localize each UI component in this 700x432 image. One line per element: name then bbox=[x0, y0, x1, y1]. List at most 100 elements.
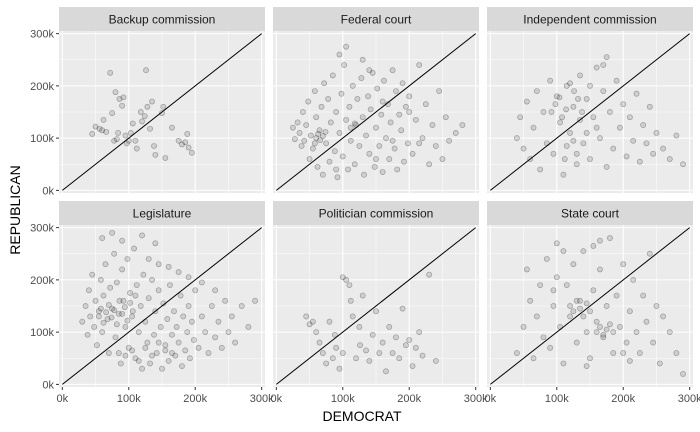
data-point bbox=[570, 137, 577, 144]
data-point bbox=[366, 67, 373, 74]
data-point bbox=[113, 321, 120, 328]
data-point bbox=[412, 116, 419, 123]
data-point bbox=[137, 303, 144, 309]
data-point bbox=[336, 51, 343, 58]
data-point bbox=[583, 300, 590, 307]
data-point bbox=[162, 342, 169, 349]
data-point bbox=[580, 140, 587, 147]
data-point bbox=[316, 127, 323, 134]
x-tick-label: 200k bbox=[397, 393, 421, 405]
data-point bbox=[311, 88, 318, 94]
data-point bbox=[537, 166, 544, 173]
data-point bbox=[533, 313, 540, 320]
data-point bbox=[159, 365, 165, 372]
reference-line bbox=[62, 33, 262, 191]
strip-label: Legislature bbox=[133, 207, 192, 221]
data-point bbox=[303, 122, 310, 128]
panel-legislature: Legislature bbox=[59, 201, 265, 387]
data-point bbox=[307, 132, 314, 139]
data-point bbox=[353, 355, 359, 362]
data-point bbox=[656, 360, 663, 367]
strip-label: Independent commission bbox=[523, 13, 656, 27]
data-point bbox=[145, 256, 152, 262]
data-point bbox=[171, 308, 177, 315]
data-point bbox=[111, 137, 118, 144]
data-point bbox=[426, 161, 433, 168]
data-point bbox=[403, 342, 409, 349]
data-point bbox=[376, 143, 383, 149]
data-point bbox=[610, 350, 617, 356]
data-point bbox=[633, 90, 640, 97]
data-point bbox=[620, 350, 627, 356]
data-point bbox=[416, 329, 423, 336]
data-point bbox=[190, 337, 197, 343]
data-point bbox=[331, 331, 338, 338]
data-point bbox=[189, 318, 195, 325]
data-point bbox=[550, 287, 557, 294]
data-point bbox=[567, 130, 573, 136]
data-point bbox=[179, 363, 185, 369]
x-tick-label: 200k bbox=[611, 393, 635, 405]
data-point bbox=[309, 145, 316, 152]
data-point bbox=[537, 282, 544, 288]
data-point bbox=[139, 118, 145, 125]
data-point bbox=[442, 114, 449, 121]
data-point bbox=[547, 77, 554, 84]
data-point bbox=[556, 94, 563, 101]
data-point bbox=[607, 109, 613, 115]
data-point bbox=[296, 130, 303, 136]
data-point bbox=[208, 303, 215, 309]
data-point bbox=[165, 357, 172, 364]
data-point bbox=[119, 310, 126, 317]
data-point bbox=[583, 96, 590, 102]
data-point bbox=[109, 305, 116, 312]
data-point bbox=[623, 339, 630, 346]
data-point bbox=[351, 161, 358, 168]
data-point bbox=[620, 261, 627, 268]
data-point bbox=[422, 101, 429, 108]
data-point bbox=[597, 135, 603, 142]
data-point bbox=[185, 303, 192, 309]
data-point bbox=[376, 350, 383, 356]
data-point bbox=[104, 316, 111, 322]
data-point bbox=[590, 114, 597, 121]
data-point bbox=[184, 131, 191, 137]
data-point bbox=[623, 153, 630, 160]
data-point bbox=[184, 329, 191, 336]
data-point bbox=[393, 334, 399, 341]
data-point bbox=[426, 271, 433, 278]
data-point bbox=[109, 229, 116, 236]
strip-label: Politician commission bbox=[319, 207, 434, 221]
data-point bbox=[346, 103, 353, 110]
data-point bbox=[84, 331, 91, 338]
data-point bbox=[394, 166, 401, 173]
data-point bbox=[343, 276, 349, 283]
data-point bbox=[401, 158, 407, 165]
data-point bbox=[92, 123, 99, 130]
data-point bbox=[563, 106, 569, 113]
data-point bbox=[313, 114, 320, 121]
data-point bbox=[396, 111, 403, 118]
data-point bbox=[557, 119, 563, 126]
data-point bbox=[333, 109, 340, 115]
data-point bbox=[115, 310, 122, 317]
data-point bbox=[383, 135, 389, 142]
data-point bbox=[560, 248, 567, 255]
data-point bbox=[660, 313, 666, 320]
data-point bbox=[573, 339, 580, 346]
data-point bbox=[329, 72, 336, 79]
data-point bbox=[590, 243, 597, 249]
data-point bbox=[89, 271, 96, 278]
data-point bbox=[135, 329, 142, 336]
data-point bbox=[561, 156, 568, 162]
data-point bbox=[557, 324, 563, 330]
data-point bbox=[132, 137, 139, 144]
data-point bbox=[326, 318, 333, 325]
data-point bbox=[386, 324, 393, 330]
data-point bbox=[87, 313, 94, 320]
data-point bbox=[336, 365, 343, 372]
data-point bbox=[419, 135, 426, 142]
reference-line bbox=[62, 227, 262, 385]
data-point bbox=[673, 132, 680, 139]
